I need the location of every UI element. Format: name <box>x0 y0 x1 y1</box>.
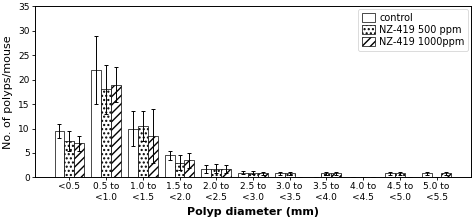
Bar <box>211 169 221 177</box>
Bar <box>201 169 211 177</box>
Bar <box>238 172 248 177</box>
Bar <box>91 70 101 177</box>
Bar <box>248 172 258 177</box>
Bar <box>128 128 138 177</box>
X-axis label: Polyp diameter (mm): Polyp diameter (mm) <box>187 207 319 217</box>
Bar <box>321 174 331 177</box>
Bar <box>331 174 341 177</box>
Bar <box>64 141 74 177</box>
Bar <box>285 174 295 177</box>
Bar <box>258 174 268 177</box>
Bar <box>101 89 111 177</box>
Bar <box>148 136 158 177</box>
Bar <box>111 84 121 177</box>
Bar <box>138 126 148 177</box>
Legend: control, NZ-419 500 ppm, NZ-419 1000ppm: control, NZ-419 500 ppm, NZ-419 1000ppm <box>358 9 468 51</box>
Bar <box>74 143 84 177</box>
Bar <box>221 169 231 177</box>
Bar <box>174 163 184 177</box>
Bar <box>395 174 405 177</box>
Bar <box>385 174 395 177</box>
Bar <box>441 174 451 177</box>
Bar <box>164 155 174 177</box>
Bar <box>184 160 194 177</box>
Bar <box>275 174 285 177</box>
Bar <box>422 174 431 177</box>
Y-axis label: No. of polyps/mouse: No. of polyps/mouse <box>3 35 13 149</box>
Bar <box>55 131 64 177</box>
